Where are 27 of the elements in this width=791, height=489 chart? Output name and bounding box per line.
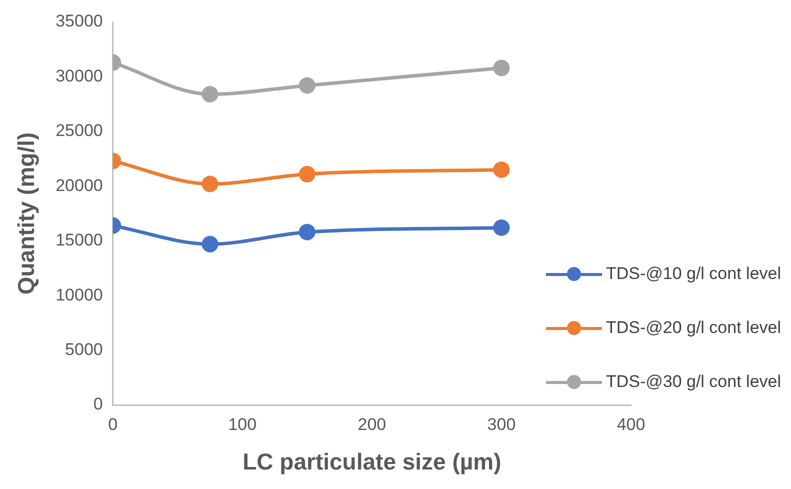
y-tick-label: 20000 — [56, 176, 103, 195]
y-tick-label: 35000 — [56, 12, 103, 31]
legend-label: TDS-@20 g/l cont level — [606, 318, 781, 338]
point — [493, 161, 510, 178]
y-tick-label: 5000 — [65, 340, 103, 359]
point — [298, 166, 316, 182]
x-axis-title: LC particulate size (µm) — [242, 448, 502, 475]
point — [493, 60, 510, 76]
y-tick-label: 15000 — [56, 230, 103, 250]
y-axis-title: Quantity (mg/l) — [13, 132, 40, 295]
y-tick-label: 0 — [93, 394, 103, 414]
x-tick-label: 200 — [358, 414, 386, 434]
y-tick-label: 10000 — [56, 285, 103, 304]
point — [298, 77, 316, 94]
point — [202, 236, 218, 252]
y-tick-label: 25000 — [56, 121, 103, 140]
x-tick-label: 100 — [228, 414, 257, 434]
point — [202, 86, 218, 102]
x-tick-label: 0 — [108, 414, 118, 434]
point — [298, 224, 316, 240]
y-tick-label: 30000 — [56, 66, 103, 86]
point — [493, 219, 510, 236]
legend-label: TDS-@10 g/l cont level — [606, 264, 781, 284]
point — [202, 176, 218, 192]
x-tick-label: 400 — [616, 414, 646, 434]
x-tick-label: 300 — [487, 414, 516, 434]
legend-label: TDS-@30 g/l cont level — [606, 372, 781, 392]
